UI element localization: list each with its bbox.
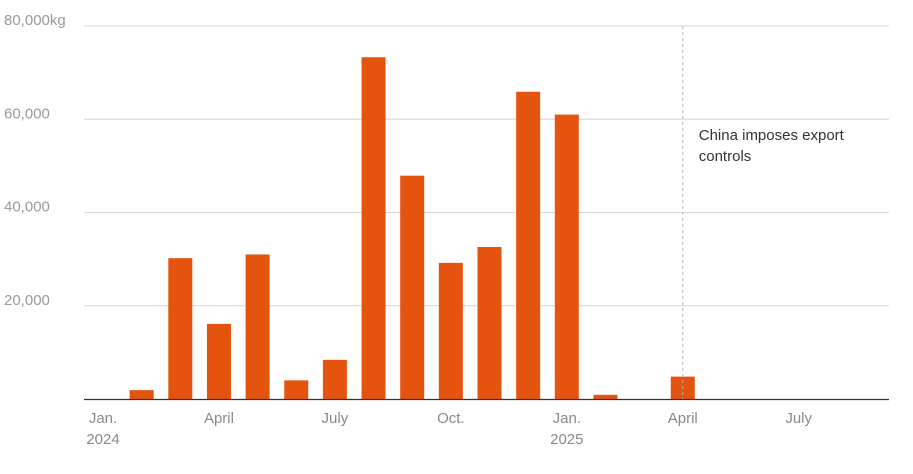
- bar: [206, 323, 231, 399]
- bar: [516, 91, 541, 400]
- x-tick-label: April: [204, 410, 234, 427]
- x-tick-sublabel: 2025: [550, 431, 583, 448]
- x-tick-label: Jan.: [553, 410, 581, 427]
- bar: [554, 114, 579, 400]
- y-tick-label: 60,000: [4, 105, 50, 122]
- axis-layer: 80,000kg 60,000 40,000 20,000 Jan. 2024 April J…: [4, 12, 889, 448]
- x-tick-sublabel: 2024: [86, 431, 119, 448]
- bar: [284, 380, 309, 399]
- bar: [361, 57, 386, 400]
- bar: [129, 390, 154, 399]
- x-tick-label: July: [322, 410, 349, 427]
- x-tick-label: April: [668, 410, 698, 427]
- bar: [168, 258, 193, 399]
- bar: [245, 254, 270, 399]
- y-tick-label: 20,000: [4, 292, 50, 309]
- bar: [477, 247, 502, 399]
- x-tick-label: Jan.: [89, 410, 117, 427]
- bar: [400, 175, 425, 399]
- bar: [438, 262, 463, 399]
- annotation-text: controls: [699, 148, 752, 165]
- annotation-text: China imposes export: [699, 127, 845, 144]
- annotation-layer: China imposes export controls: [682, 26, 845, 399]
- bar: [593, 394, 618, 399]
- x-tick-label: Oct.: [437, 410, 465, 427]
- y-tick-label: 40,000: [4, 199, 50, 216]
- bar-layer: [129, 57, 695, 400]
- bar: [322, 359, 347, 399]
- y-tick-label: 80,000kg: [4, 12, 66, 29]
- x-tick-label: July: [785, 410, 812, 427]
